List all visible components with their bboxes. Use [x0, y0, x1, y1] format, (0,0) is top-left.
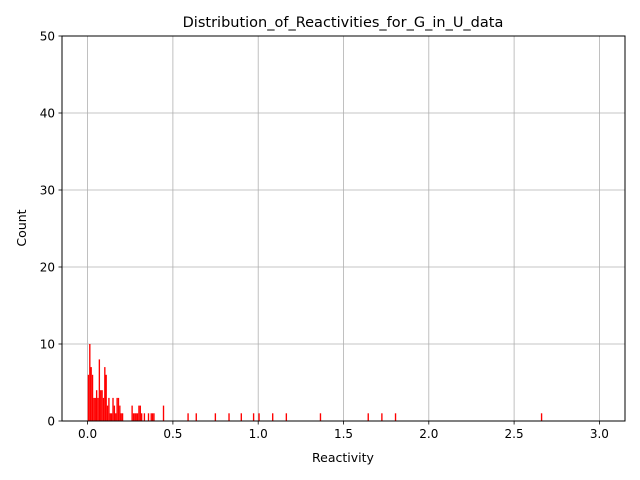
histogram-bar	[97, 397, 99, 421]
histogram-bar	[139, 405, 141, 421]
histogram-bar	[153, 413, 155, 421]
histogram-bar	[214, 413, 217, 421]
histogram-bar	[131, 405, 133, 421]
x-tick-label: 1.0	[249, 427, 268, 441]
y-tick-label: 40	[40, 107, 55, 121]
histogram-bar	[90, 367, 92, 421]
histogram-bar	[91, 374, 94, 421]
histogram-bar	[119, 405, 121, 421]
histogram-bar	[115, 413, 117, 421]
histogram-bar	[540, 413, 543, 421]
histogram-bar	[101, 390, 103, 421]
histogram-bars	[87, 344, 543, 421]
x-axis-label: Reactivity	[312, 450, 374, 465]
histogram-bar	[319, 413, 322, 421]
x-axis-ticks: 0.0 0.5 1.0 1.5 2.0 2.5 3.0	[78, 421, 609, 441]
histogram-bar	[112, 397, 114, 421]
x-tick-label: 0.0	[78, 427, 97, 441]
histogram-bar	[162, 405, 165, 421]
histogram-bar	[136, 413, 139, 421]
histogram-bar	[95, 390, 98, 421]
histogram-bar	[93, 397, 95, 421]
histogram-bar	[147, 413, 150, 421]
histogram-bar	[104, 367, 106, 421]
y-axis-ticks: 0 10 20 30 40 50	[40, 30, 62, 429]
histogram-bar	[87, 374, 90, 421]
histogram-bar	[138, 405, 140, 421]
y-tick-label: 10	[40, 338, 55, 352]
histogram-bar	[120, 413, 122, 421]
y-tick-label: 0	[47, 415, 55, 429]
histogram-bar	[381, 413, 383, 421]
histogram-bar	[228, 413, 230, 421]
histogram-bar	[195, 413, 197, 421]
histogram-bar	[134, 413, 136, 421]
y-tick-label: 20	[40, 261, 55, 275]
histogram-bar	[102, 397, 105, 421]
histogram-bar	[367, 413, 369, 421]
histogram-bar	[100, 390, 102, 421]
chart-title: Distribution_of_Reactivities_for_G_in_U_…	[183, 15, 504, 31]
histogram-bar	[106, 405, 109, 421]
x-tick-label: 1.5	[334, 427, 353, 441]
histogram-bar	[105, 374, 107, 421]
histogram-bar	[151, 413, 154, 421]
histogram-bar	[143, 413, 146, 421]
histogram-bar	[110, 413, 113, 421]
histogram-bar	[113, 405, 116, 421]
histogram-bar	[116, 397, 118, 421]
x-tick-label: 2.5	[505, 427, 524, 441]
histogram-bar	[89, 344, 91, 421]
x-tick-label: 2.0	[419, 427, 438, 441]
histogram-bar	[150, 413, 152, 421]
histogram-bar	[109, 413, 111, 421]
histogram-bar	[121, 413, 124, 421]
histogram-bar	[394, 413, 397, 421]
histogram-bar	[94, 397, 96, 421]
histogram-bar	[187, 413, 189, 421]
histogram-bar	[135, 413, 137, 421]
x-tick-label: 3.0	[590, 427, 609, 441]
histogram-bar	[132, 413, 135, 421]
histogram-bar	[108, 397, 110, 421]
histogram-bar	[252, 413, 255, 421]
y-tick-label: 50	[40, 30, 55, 44]
y-tick-label: 30	[40, 184, 55, 198]
y-axis-label: Count	[14, 209, 29, 246]
histogram-bar	[98, 359, 101, 421]
histogram-bar	[117, 397, 120, 421]
histogram-bar	[140, 413, 143, 421]
histogram-bar	[258, 413, 260, 421]
histogram-bar	[240, 413, 242, 421]
x-tick-label: 0.5	[163, 427, 182, 441]
histogram-bar	[272, 413, 274, 421]
histogram-bar	[285, 413, 288, 421]
